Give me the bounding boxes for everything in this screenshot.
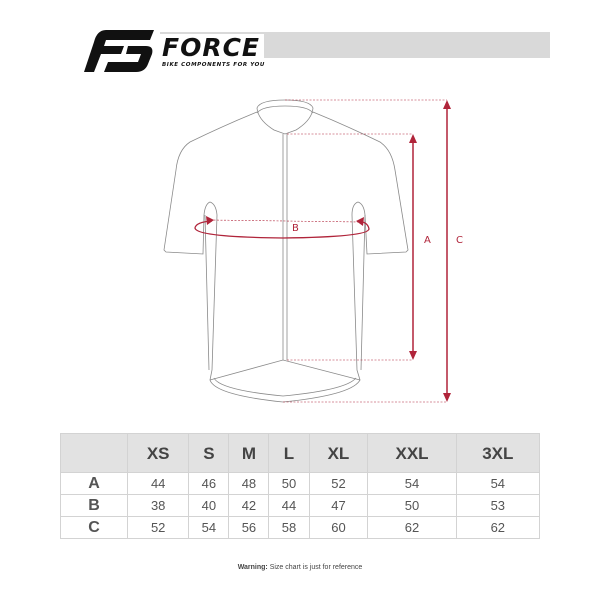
table-row: B 38 40 42 44 47 50 53: [60, 494, 541, 517]
label-c: C: [456, 235, 463, 246]
cell: 52: [126, 516, 190, 539]
cell: 54: [188, 516, 230, 539]
cell: 47: [308, 494, 369, 517]
row-label: A: [60, 472, 128, 495]
cell: 52: [308, 472, 369, 495]
cell: 38: [126, 494, 190, 517]
corner-cell: [60, 433, 128, 473]
cell: 40: [188, 494, 230, 517]
size-header: XS: [126, 433, 190, 473]
size-header: S: [188, 433, 230, 473]
cell: 54: [455, 472, 541, 495]
size-header-row: XS S M L XL XXL 3XL: [60, 433, 541, 473]
size-header: XL: [308, 433, 369, 473]
brand-name: FORCE: [160, 34, 265, 62]
cell: 44: [126, 472, 190, 495]
cell: 62: [455, 516, 541, 539]
jersey-outline: [163, 99, 409, 403]
guide-lines: [209, 99, 447, 403]
force-logo: FORCE BIKE COMPONENTS FOR YOU: [84, 28, 284, 74]
size-table: XS S M L XL XXL 3XL A 44 46 48 50 52 54 …: [60, 433, 541, 539]
cell: 58: [268, 516, 310, 539]
cell: 48: [228, 472, 270, 495]
cell: 42: [228, 494, 270, 517]
cell: 54: [367, 472, 457, 495]
size-header: L: [268, 433, 310, 473]
size-warning: Warning: Size chart is just for referenc…: [0, 564, 600, 571]
cell: 56: [228, 516, 270, 539]
measure-a-arrow: [409, 134, 417, 360]
brand-tagline: BIKE COMPONENTS FOR YOU: [162, 62, 265, 68]
cell: 50: [367, 494, 457, 517]
row-label: C: [60, 516, 128, 539]
cell: 46: [188, 472, 230, 495]
size-header: M: [228, 433, 270, 473]
size-header: XXL: [367, 433, 457, 473]
label-a: A: [424, 235, 431, 246]
cell: 60: [308, 516, 369, 539]
measure-b-ellipse: [194, 216, 370, 239]
cell: 50: [268, 472, 310, 495]
force-logo-mark-icon: [84, 30, 154, 72]
cell: 62: [367, 516, 457, 539]
jersey-diagram: A C B: [163, 99, 463, 403]
label-b: B: [292, 223, 299, 234]
size-header: 3XL: [455, 433, 541, 473]
cell: 53: [455, 494, 541, 517]
measure-c-arrow: [443, 100, 451, 402]
row-label: B: [60, 494, 128, 517]
cell: 44: [268, 494, 310, 517]
table-row: A 44 46 48 50 52 54 54: [60, 472, 541, 495]
table-row: C 52 54 56 58 60 62 62: [60, 516, 541, 539]
warning-label: Warning:: [237, 564, 268, 571]
warning-text: Size chart is just for reference: [267, 564, 363, 571]
